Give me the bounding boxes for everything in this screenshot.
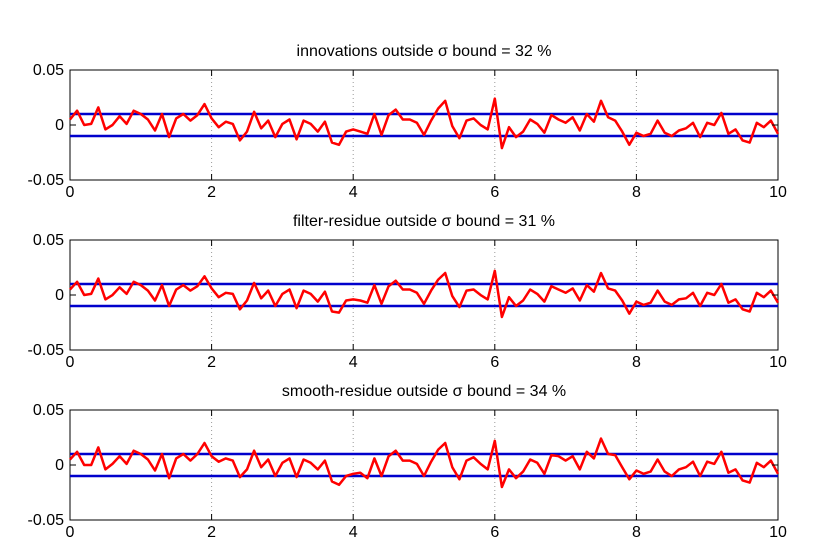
series-line [69,437,780,489]
y-tick-label: 0.05 [33,62,64,79]
x-tick-label: 0 [66,184,75,201]
series-line [69,269,780,319]
x-tick-label: 6 [490,524,499,541]
x-tick-label: 0 [66,354,75,371]
x-tick-label: 4 [349,524,358,541]
y-tick-label: -0.05 [28,512,65,529]
x-tick-label: 2 [207,184,216,201]
x-tick-label: 10 [769,524,787,541]
x-tick-label: 0 [66,524,75,541]
y-tick-label: 0 [55,457,64,474]
y-tick-label: 0.05 [33,402,64,419]
y-tick-label: 0 [55,117,64,134]
axes-frame [69,409,779,521]
x-tick-label: 6 [490,354,499,371]
series-line [69,97,780,150]
y-tick-label: -0.05 [28,172,65,189]
y-tick-label: -0.05 [28,342,65,359]
x-tick-label: 8 [632,184,641,201]
x-tick-label: 2 [207,524,216,541]
x-tick-label: 6 [490,184,499,201]
axes-frame [69,69,779,181]
y-tick-label: 0.05 [33,232,64,249]
subplot-title: filter-residue outside σ bound = 31 % [293,213,555,230]
subplot-title: innovations outside σ bound = 32 % [297,43,552,60]
x-tick-label: 4 [349,184,358,201]
x-tick-label: 8 [632,524,641,541]
axes-frame [69,239,779,351]
x-tick-label: 10 [769,354,787,371]
x-tick-label: 2 [207,354,216,371]
x-tick-label: 10 [769,184,787,201]
subplot-title: smooth-residue outside σ bound = 34 % [282,383,566,400]
y-tick-label: 0 [55,287,64,304]
x-tick-label: 4 [349,354,358,371]
x-tick-label: 8 [632,354,641,371]
